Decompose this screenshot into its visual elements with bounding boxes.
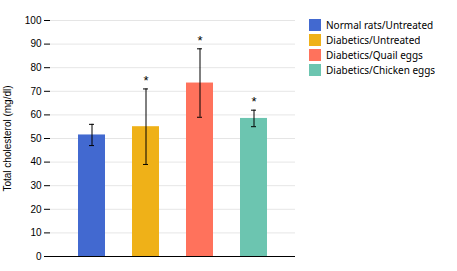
svg-text:60: 60 xyxy=(30,109,42,120)
svg-text:0: 0 xyxy=(36,251,42,262)
svg-text:100: 100 xyxy=(25,15,42,26)
svg-text:30: 30 xyxy=(30,180,42,191)
svg-text:80: 80 xyxy=(30,62,42,73)
svg-text:*: * xyxy=(251,94,256,109)
svg-text:40: 40 xyxy=(30,156,42,167)
svg-text:10: 10 xyxy=(30,227,42,238)
html-text:Diabetics/Chicken eggs: Diabetics/Chicken eggs xyxy=(326,63,436,77)
html-text:Diabetics/Untreated: Diabetics/Untreated xyxy=(326,33,421,47)
svg-text:50: 50 xyxy=(30,133,42,144)
svg-text:20: 20 xyxy=(30,204,42,215)
svg-text:*: * xyxy=(143,73,148,88)
svg-text:70: 70 xyxy=(30,86,42,97)
svg-text:Total cholesterol (mg/dl): Total cholesterol (mg/dl) xyxy=(2,85,13,191)
svg-text:90: 90 xyxy=(30,38,42,49)
html-text:Diabetics/Quail eggs: Diabetics/Quail eggs xyxy=(326,48,423,62)
svg-text:*: * xyxy=(197,33,202,48)
html-text:Normal rats/Untreated: Normal rats/Untreated xyxy=(326,18,434,32)
